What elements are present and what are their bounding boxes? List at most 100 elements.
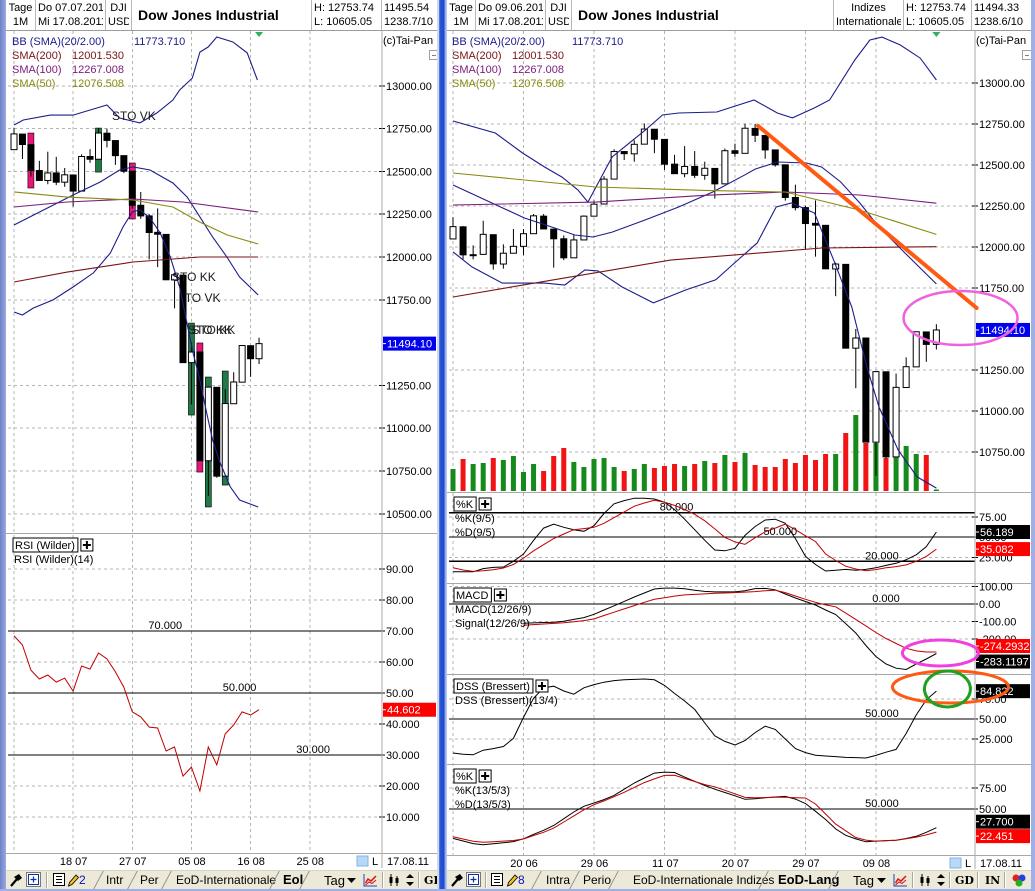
candle[interactable]	[731, 143, 739, 157]
candle[interactable]	[822, 224, 830, 270]
candle[interactable]	[671, 154, 679, 175]
candle[interactable]	[499, 244, 507, 269]
scale-square-icon[interactable]	[949, 857, 962, 869]
pane-title[interactable]: %K	[453, 768, 492, 784]
spinner-icon[interactable]	[406, 873, 414, 888]
candle[interactable]	[660, 138, 668, 170]
candle[interactable]	[489, 234, 497, 270]
candle[interactable]	[154, 208, 162, 268]
tab-eod-internationale-indizes[interactable]: EoD-Internationale Indizes	[633, 873, 775, 887]
candle[interactable]	[892, 373, 900, 458]
candle[interactable]	[230, 372, 238, 405]
expand-icon[interactable]	[535, 679, 549, 693]
candle[interactable]	[509, 228, 517, 254]
expand-icon[interactable]	[80, 538, 94, 552]
candle[interactable]	[620, 151, 628, 161]
candle[interactable]	[44, 151, 52, 185]
candle[interactable]	[862, 337, 870, 443]
in-button[interactable]: IN	[985, 874, 1001, 887]
dropdown-arrow-icon[interactable]	[877, 878, 886, 890]
candle[interactable]	[882, 371, 890, 459]
candle[interactable]	[922, 331, 930, 362]
legend-sma200[interactable]: SMA(200) 12001.530	[12, 49, 212, 63]
candle[interactable]	[771, 149, 779, 167]
candle[interactable]	[449, 217, 457, 240]
candle[interactable]	[103, 128, 111, 148]
tab-intraday[interactable]: Intra	[546, 873, 571, 887]
candle[interactable]	[842, 263, 850, 349]
candle[interactable]	[781, 164, 789, 201]
candle[interactable]	[832, 262, 840, 297]
expand-icon[interactable]	[478, 497, 492, 511]
list-icon[interactable]	[491, 873, 503, 888]
candle[interactable]	[18, 133, 26, 160]
expand-icon[interactable]	[493, 588, 507, 602]
candle[interactable]	[459, 226, 467, 260]
tab-eod-lang[interactable]: EoD-Lang	[778, 872, 840, 887]
candle[interactable]	[479, 220, 487, 255]
period-cell[interactable]: Tage 1M	[6, 0, 36, 30]
dropdown-arrow-icon[interactable]	[347, 878, 356, 890]
candle[interactable]	[213, 386, 221, 478]
tab-period[interactable]: Per	[140, 873, 159, 887]
scale-square-icon[interactable]	[356, 855, 369, 867]
candle[interactable]	[681, 146, 689, 178]
candle[interactable]	[111, 140, 119, 165]
pane-title[interactable]: DSS (Bressert)	[453, 678, 549, 694]
legend-sma50[interactable]: SMA(50) 12076.508	[12, 77, 212, 91]
candle[interactable]	[145, 214, 153, 260]
chart-type-icon[interactable]	[893, 873, 908, 888]
candle[interactable]	[741, 123, 749, 154]
gd-button[interactable]: GD	[424, 874, 437, 887]
left-chart[interactable]: 13000.00 12750.00 12500.00 12250.00 12000.00…	[5, 31, 437, 868]
spinner-icon[interactable]	[937, 873, 945, 888]
chart-type-icon[interactable]	[363, 873, 378, 888]
properties-icon[interactable]	[466, 872, 481, 887]
candle[interactable]	[128, 162, 136, 220]
candle[interactable]	[801, 205, 809, 250]
legend-sma200[interactable]: SMA(200) 12001.530	[452, 49, 652, 63]
candle[interactable]	[852, 328, 860, 389]
candle[interactable]	[711, 167, 719, 199]
candle[interactable]	[27, 132, 35, 189]
candle[interactable]	[78, 154, 86, 192]
candle[interactable]	[255, 337, 263, 365]
candle[interactable]	[912, 331, 920, 368]
highlight-ellipse[interactable]	[900, 638, 980, 668]
candle[interactable]	[701, 161, 709, 180]
candle[interactable]	[530, 214, 538, 235]
candle[interactable]	[751, 123, 759, 143]
interval-dropdown[interactable]: Tag	[324, 873, 345, 888]
candle[interactable]	[902, 357, 910, 389]
date-range-cell[interactable]: Do 07.07.2011 Mi 17.08.2011	[36, 0, 106, 30]
hammer-icon[interactable]	[450, 873, 464, 888]
panel-splitter[interactable]	[437, 0, 447, 891]
candle[interactable]	[120, 155, 128, 174]
legend-sma100[interactable]: SMA(100) 12267.008	[452, 63, 652, 77]
highlight-ellipse[interactable]	[922, 669, 972, 709]
candle[interactable]	[721, 148, 729, 185]
legend-sma50[interactable]: SMA(50) 12076.508	[452, 77, 652, 91]
candle[interactable]	[204, 376, 212, 508]
candle[interactable]	[238, 345, 246, 383]
candle[interactable]	[61, 167, 69, 187]
legend-bb[interactable]: BB (SMA)(20/2.00) 11773.710	[452, 35, 652, 49]
candle[interactable]	[86, 149, 94, 163]
pencil-icon[interactable]	[67, 873, 79, 888]
list-icon[interactable]	[53, 873, 65, 888]
log-scale-toggle[interactable]: L	[965, 858, 971, 870]
pane-title[interactable]: %K	[453, 496, 492, 512]
log-scale-toggle[interactable]: L	[372, 856, 378, 868]
candle[interactable]	[761, 134, 769, 159]
candle[interactable]	[650, 128, 658, 154]
pencil-icon[interactable]	[506, 873, 518, 888]
tab-eod-internationale[interactable]: EoD-Internationale	[176, 873, 277, 887]
candle[interactable]	[469, 245, 477, 260]
legend-sma100[interactable]: SMA(100) 12267.008	[12, 63, 212, 77]
candle[interactable]	[932, 324, 940, 350]
candle-style-icon[interactable]	[919, 873, 931, 888]
legend-bb[interactable]: BB (SMA)(20/2.00) 11773.710	[12, 35, 212, 49]
date-range-cell[interactable]: Do 09.06.2011 Mi 17.08.2011	[476, 0, 546, 30]
hammer-icon[interactable]	[9, 873, 23, 888]
properties-icon[interactable]	[26, 872, 41, 887]
